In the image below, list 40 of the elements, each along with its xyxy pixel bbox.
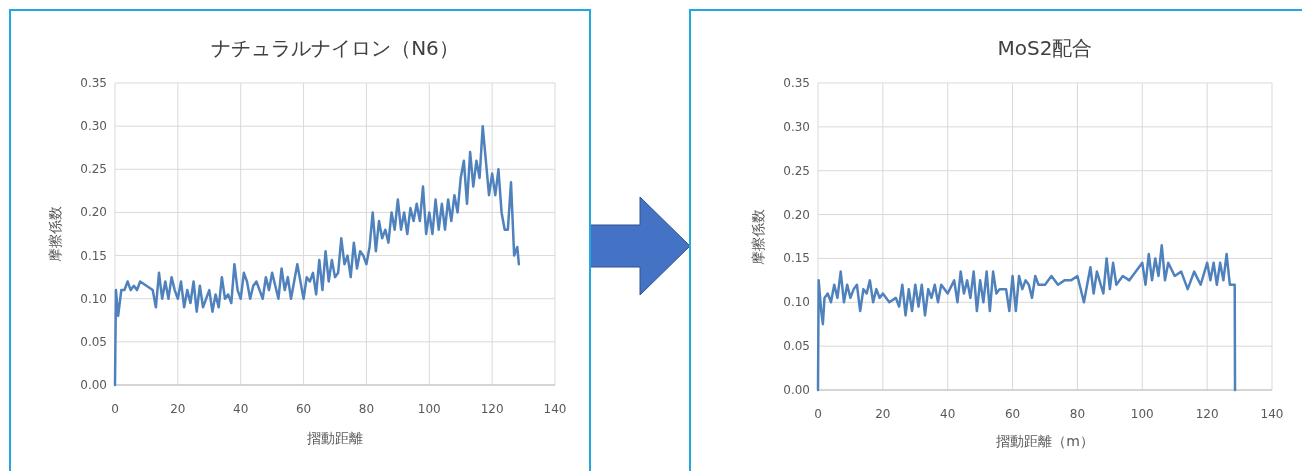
x-tick-label: 60 [1004, 407, 1021, 421]
x-tick-label: 140 [543, 402, 567, 416]
x-tick-label: 40 [940, 407, 956, 421]
chart-title: ナチュラルナイロン（N6） [211, 36, 459, 60]
x-tick-label: 0 [111, 402, 119, 416]
y-tick-label: 0.00 [783, 383, 810, 397]
y-tick-label: 0.30 [783, 119, 810, 134]
x-tick-label: 100 [417, 402, 441, 416]
x-tick-label: 60 [295, 402, 312, 416]
x-tick-label: 120 [480, 402, 504, 416]
y-tick-label: 0.35 [80, 76, 107, 90]
line-series [816, 244, 1237, 392]
y-tick-label: 0.15 [80, 248, 107, 263]
y-axis-title: 摩擦係数 [47, 206, 63, 262]
x-tick-label: 100 [1130, 407, 1154, 421]
x-axis-title: 摺動距離（m） [996, 433, 1094, 449]
x-tick-label: 80 [1069, 407, 1086, 421]
y-tick-label: 0.25 [80, 162, 107, 177]
y-tick-label: 0.10 [80, 291, 107, 306]
y-tick-label: 0.20 [783, 207, 810, 222]
x-tick-label: 120 [1195, 407, 1219, 421]
y-tick-label: 0.00 [80, 378, 107, 392]
x-tick-label: 0 [814, 407, 822, 421]
y-tick-label: 0.35 [783, 76, 810, 90]
x-tick-label: 20 [170, 402, 186, 416]
y-tick-label: 0.25 [783, 163, 810, 178]
line-series [113, 124, 521, 387]
chart-title: MoS2配合 [997, 36, 1093, 60]
x-tick-label: 20 [875, 407, 891, 421]
y-tick-label: 0.10 [783, 295, 810, 310]
x-tick-label: 40 [233, 402, 249, 416]
x-axis-title: 摺動距離 [307, 430, 363, 446]
x-tick-label: 80 [358, 402, 375, 416]
y-tick-label: 0.15 [783, 251, 810, 266]
y-tick-label: 0.20 [80, 205, 107, 220]
x-tick-label: 140 [1260, 407, 1284, 421]
y-axis-title: 摩擦係数 [750, 208, 766, 265]
y-tick-label: 0.30 [80, 119, 107, 134]
y-tick-label: 0.05 [783, 339, 810, 354]
y-tick-label: 0.05 [80, 334, 107, 349]
